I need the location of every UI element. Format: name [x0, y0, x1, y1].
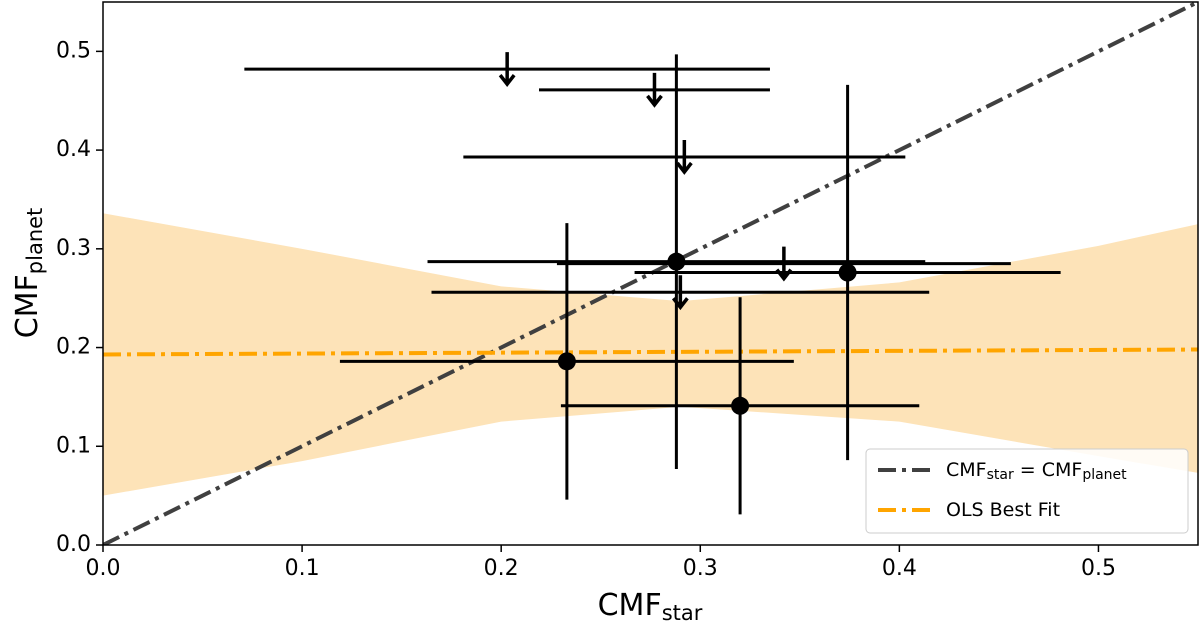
- y-tick-label: 0.0: [56, 532, 91, 557]
- y-tick-label: 0.2: [56, 335, 91, 360]
- point: [838, 263, 857, 282]
- legend-label-part: = CMF: [1014, 459, 1083, 481]
- x-tick-label: 0.0: [86, 556, 121, 581]
- legend-label: CMFstar = CMFplanet: [946, 459, 1127, 484]
- x-tick-label: 0.5: [1081, 556, 1116, 581]
- y-axis-label: CMFplanet: [10, 208, 48, 339]
- point: [731, 396, 750, 415]
- upper-limit-arrow: [498, 52, 516, 87]
- legend: CMFstar = CMFplanet OLS Best Fit: [865, 448, 1189, 534]
- x-tick-label: 0.1: [285, 556, 320, 581]
- y-label-sub: planet: [23, 208, 47, 275]
- y-tick-label: 0.3: [56, 236, 91, 261]
- x-label-sub: star: [662, 601, 703, 625]
- y-tick-label: 0.1: [56, 433, 91, 458]
- x-tick-label: 0.3: [683, 556, 718, 581]
- legend-box: [865, 448, 1189, 534]
- confidence-band: [103, 213, 1198, 496]
- x-label-main: CMF: [598, 588, 662, 623]
- y-label-main: CMF: [10, 274, 45, 338]
- legend-label-part: OLS Best Fit: [946, 499, 1060, 521]
- legend-label: OLS Best Fit: [946, 499, 1060, 521]
- upper-limit-arrow: [775, 246, 793, 282]
- legend-label-sub: star: [987, 467, 1014, 483]
- upper-limit-arrow: [671, 275, 689, 311]
- point: [667, 252, 686, 271]
- plot-frame: [102, 1, 1199, 546]
- x-axis-label: CMFstar: [598, 588, 703, 626]
- plot-area: [103, 2, 1198, 545]
- y-tick-label: 0.4: [56, 137, 91, 162]
- line: [103, 347, 1198, 357]
- upper-limit-arrow: [675, 140, 693, 175]
- legend-label-sub: planet: [1082, 467, 1127, 483]
- x-tick-label: 0.2: [484, 556, 519, 581]
- x-tick-label: 0.4: [882, 556, 917, 581]
- point: [557, 352, 576, 371]
- legend-label-part: CMF: [946, 459, 987, 481]
- y-tick-label: 0.5: [56, 38, 91, 63]
- upper-limit-arrow: [646, 72, 663, 108]
